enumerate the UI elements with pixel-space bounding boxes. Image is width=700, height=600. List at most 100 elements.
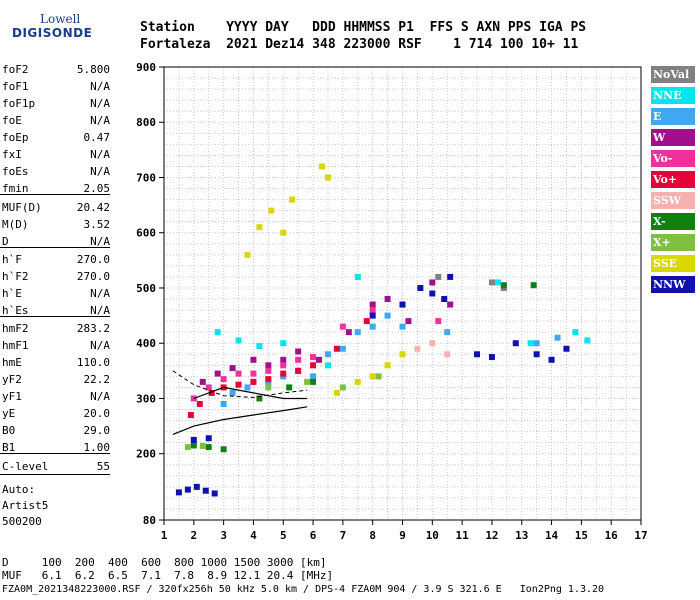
data-point <box>324 174 331 181</box>
param-row: yF1 N/A <box>2 389 110 405</box>
param-value: N/A <box>90 165 110 178</box>
data-point <box>429 290 436 297</box>
data-point <box>354 273 361 280</box>
separator-line <box>0 453 110 454</box>
legend-item: W <box>651 129 695 146</box>
data-point <box>304 378 311 385</box>
data-point <box>250 378 257 385</box>
file-info: FZA0M_2021348223000.RSF / 320fx256h 50 k… <box>2 584 605 595</box>
data-point <box>399 301 406 308</box>
data-point <box>190 436 197 443</box>
data-point <box>220 400 227 407</box>
param-value: N/A <box>90 287 110 300</box>
param-name: C-level <box>2 460 49 473</box>
data-point <box>265 384 272 391</box>
param-value: 55 <box>96 460 110 473</box>
param-row: foE N/A <box>2 113 110 129</box>
data-point <box>563 345 570 352</box>
data-point <box>319 163 326 170</box>
param-name: h`E <box>2 287 22 300</box>
data-point <box>584 337 591 344</box>
data-point <box>280 229 287 236</box>
param-name: foF1 <box>2 80 29 93</box>
x-tick-label: 6 <box>310 529 317 542</box>
header-labels: Station YYYY DAY DDD HHMMSS P1 FFS S AXN… <box>140 20 587 35</box>
data-point <box>295 367 302 374</box>
x-tick-label: 8 <box>369 529 376 542</box>
param-row: foF1 N/A <box>2 79 110 95</box>
trace-curve <box>193 386 308 400</box>
data-point <box>354 329 361 336</box>
param-value: 20.42 <box>76 201 110 214</box>
x-tick-label: 14 <box>545 529 559 542</box>
param-value: 283.2 <box>76 322 110 335</box>
data-point <box>369 312 376 319</box>
param-value: N/A <box>90 97 110 110</box>
data-point <box>280 362 287 369</box>
param-name: yE <box>2 407 16 420</box>
param-name: fxI <box>2 148 22 161</box>
data-point <box>339 384 346 391</box>
param-name: hmE <box>2 356 22 369</box>
y-tick-label: 500 <box>136 282 156 295</box>
data-point <box>220 446 227 453</box>
data-point <box>310 378 317 385</box>
separator-line <box>0 474 110 475</box>
data-point <box>384 362 391 369</box>
x-tick-label: 1 <box>161 529 168 542</box>
data-point <box>333 389 340 396</box>
data-point <box>205 384 212 391</box>
param-name: foEs <box>2 165 29 178</box>
x-tick-label: 4 <box>250 529 257 542</box>
y-tick-label: 900 <box>136 61 156 74</box>
plot-frame <box>163 66 642 521</box>
data-point <box>488 354 495 361</box>
param-row: foEp 0.47 <box>2 130 110 146</box>
dashed-curve <box>172 370 308 398</box>
param-name: MUF(D) <box>2 201 42 214</box>
data-point <box>211 490 218 497</box>
legend-item: SSW <box>651 192 695 209</box>
x-tick-label: 17 <box>634 529 647 542</box>
data-point <box>214 370 221 377</box>
param-value: 1.00 <box>83 441 111 454</box>
auto-label: Auto: <box>2 483 36 496</box>
data-point <box>250 356 257 363</box>
param-row: h`F 270.0 <box>2 252 110 268</box>
data-point <box>235 370 242 377</box>
data-point <box>339 345 346 352</box>
data-point <box>184 486 191 493</box>
x-tick-label: 3 <box>220 529 227 542</box>
data-point <box>289 196 296 203</box>
data-point <box>235 381 242 388</box>
data-point <box>256 342 263 349</box>
param-row: hmF1 N/A <box>2 338 110 354</box>
data-point <box>512 340 519 347</box>
x-tick-label: 10 <box>426 529 439 542</box>
data-point <box>199 442 206 449</box>
param-row: M(D) 3.52 <box>2 217 110 233</box>
param-value: 270.0 <box>76 270 110 283</box>
param-name: hmF1 <box>2 339 29 352</box>
data-point <box>399 323 406 330</box>
data-point <box>229 389 236 396</box>
data-point <box>363 318 370 325</box>
data-point <box>280 340 287 347</box>
param-name: h`Es <box>2 304 29 317</box>
data-point <box>310 354 317 361</box>
param-row: B0 29.0 <box>2 423 110 439</box>
param-value: 29.0 <box>83 424 111 437</box>
data-point <box>435 318 442 325</box>
param-value: N/A <box>90 114 110 127</box>
param-value: 5.800 <box>76 63 110 76</box>
data-point <box>280 370 287 377</box>
data-point <box>474 351 481 358</box>
param-row: D N/A <box>2 234 110 250</box>
param-value: N/A <box>90 235 110 248</box>
data-point <box>202 487 209 494</box>
data-point <box>447 301 454 308</box>
param-name: yF2 <box>2 373 22 386</box>
param-value: 20.0 <box>83 407 111 420</box>
data-point <box>214 329 221 336</box>
data-point <box>280 356 287 363</box>
